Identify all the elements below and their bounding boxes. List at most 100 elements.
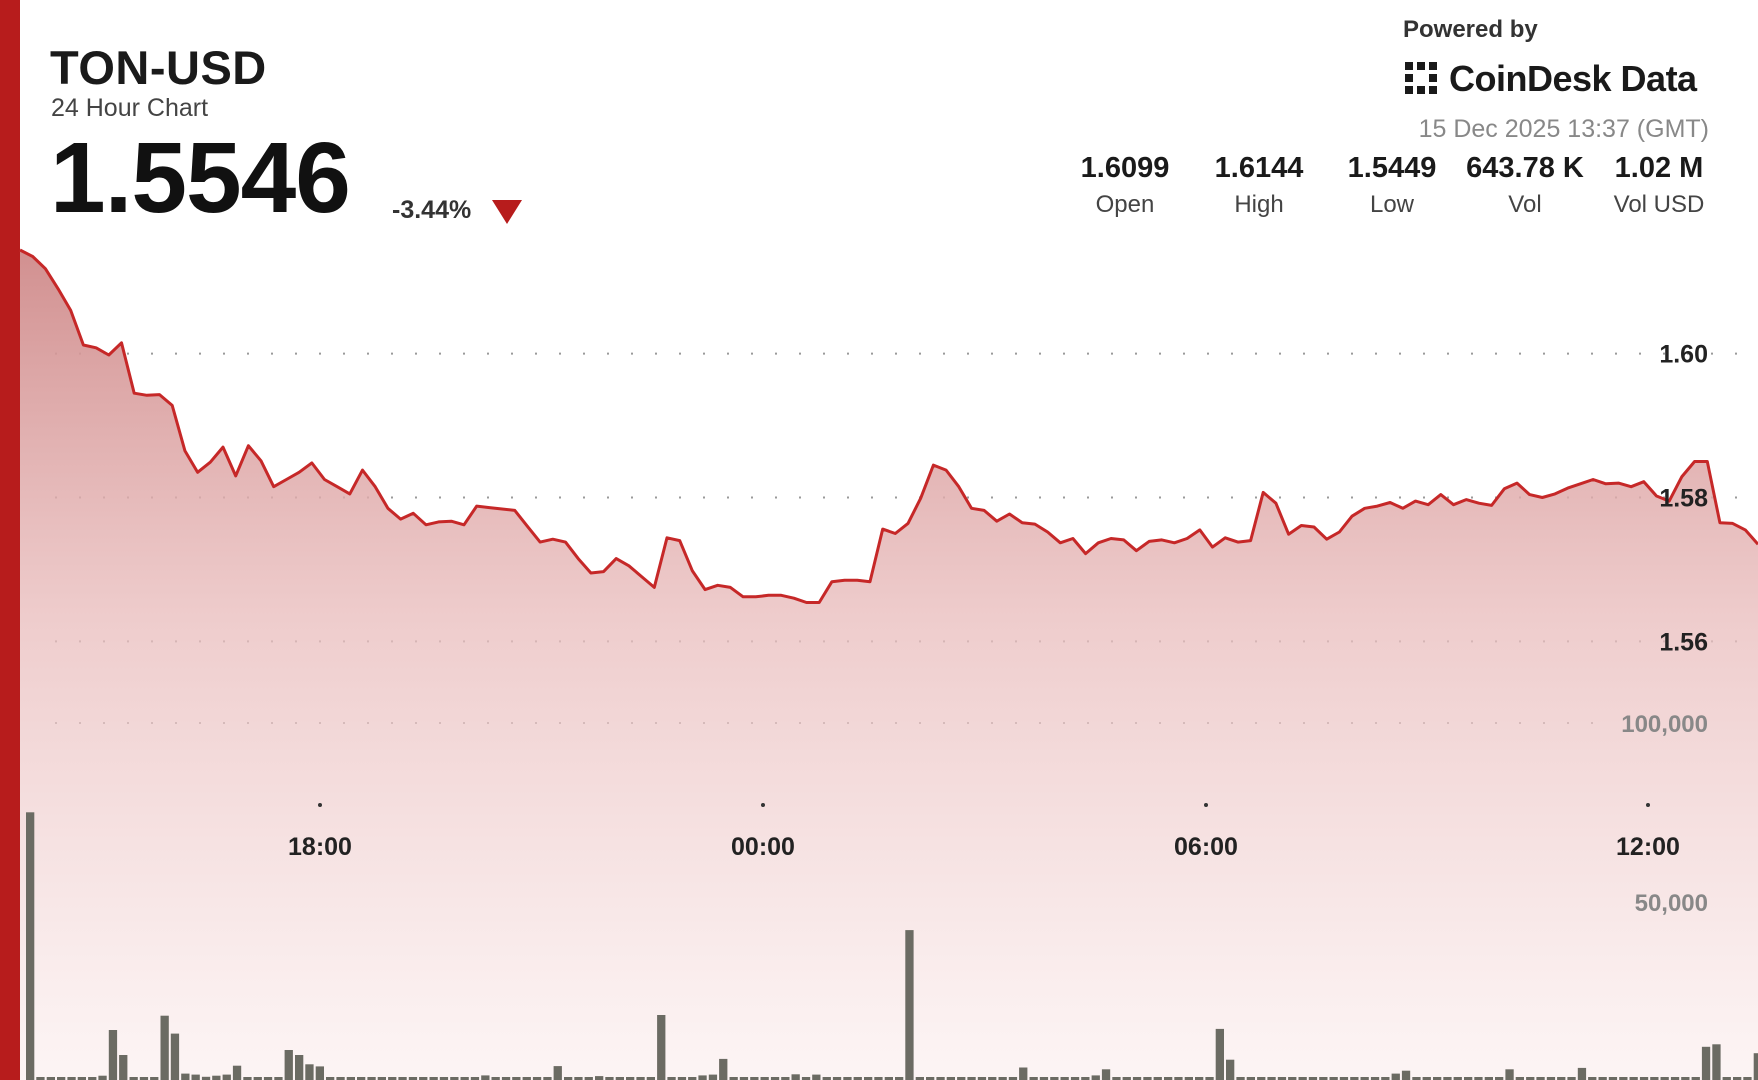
stat-label: Open [1095, 191, 1155, 218]
volume-bar [46, 1077, 55, 1080]
volume-bar [326, 1077, 335, 1080]
volume-bar [1526, 1077, 1535, 1080]
volume-bar [1008, 1077, 1018, 1080]
price-change: -3.44% [392, 196, 472, 224]
volume-bar [936, 1077, 945, 1080]
volume-bar [667, 1077, 676, 1080]
volume-bar [864, 1077, 873, 1080]
volume-bar [160, 1015, 169, 1080]
coindesk-logo-icon [1405, 62, 1437, 94]
stat-label: Low [1369, 191, 1415, 218]
y-tick-label: 1.58 [1659, 484, 1708, 512]
volume-bar [253, 1077, 262, 1080]
volume-bar [1474, 1077, 1483, 1080]
volume-bar [1546, 1077, 1556, 1080]
volume-bar [398, 1077, 407, 1080]
volume-bar [926, 1077, 935, 1080]
volume-bar [1391, 1073, 1400, 1080]
volume-bar [1453, 1077, 1462, 1080]
volume-bar [946, 1077, 955, 1080]
chart-subtitle: 24 Hour Chart [51, 94, 209, 122]
volume-bar [1536, 1077, 1545, 1080]
volume-bar [915, 1077, 924, 1080]
volume-bar [1743, 1077, 1752, 1080]
volume-bar [77, 1077, 86, 1080]
volume-bar [1257, 1077, 1266, 1080]
volume-bar [698, 1075, 707, 1080]
price-area [20, 250, 1758, 1080]
x-tick-label: 00:00 [731, 833, 795, 861]
volume-bar [408, 1077, 418, 1080]
volume-bar [1091, 1075, 1100, 1080]
volume-bar [967, 1077, 976, 1080]
volume-bar [708, 1074, 718, 1080]
stat-value: 1.6144 [1214, 152, 1304, 184]
volume-bar [1650, 1077, 1659, 1080]
volume-bar [1577, 1067, 1587, 1080]
timestamp: 15 Dec 2025 13:37 (GMT) [1418, 115, 1709, 143]
volume-bar [439, 1077, 449, 1080]
volume-bar [512, 1077, 521, 1080]
triangle-down-icon [492, 200, 522, 224]
current-price: 1.5546 [50, 122, 351, 234]
volume-bar [574, 1077, 583, 1080]
volume-bar [719, 1058, 728, 1080]
volume-bar [1567, 1077, 1576, 1080]
volume-bar [843, 1077, 852, 1080]
volume-bar [377, 1077, 386, 1080]
volume-bar [1370, 1077, 1380, 1080]
volume-bar [1660, 1077, 1669, 1080]
volume-bar [315, 1066, 324, 1080]
volume-bar [119, 1055, 128, 1080]
volume-bar [1701, 1046, 1711, 1080]
volume-bar [1681, 1077, 1690, 1080]
volume-bar [770, 1077, 780, 1080]
volume-bar [832, 1077, 842, 1080]
axis-ticks: 1.60 1.58 1.56 18:00 00:00 06:00 12:00 100,000 5… [288, 341, 1708, 917]
volume-bar [1629, 1077, 1638, 1080]
volume-bar [1691, 1077, 1700, 1080]
volume-bar [1639, 1077, 1649, 1080]
volume-bar [884, 1077, 893, 1080]
brand-name: CoinDesk Data [1449, 58, 1697, 99]
volume-bar [1039, 1077, 1049, 1080]
price-series-line [19, 248, 1758, 604]
volume-bar [1143, 1077, 1152, 1080]
volume-bar [491, 1077, 500, 1080]
volume-bar [295, 1055, 304, 1080]
stat-label: Vol USD [1613, 191, 1705, 218]
volume-bar [1412, 1077, 1421, 1080]
volume-bar [243, 1077, 252, 1080]
volume-bar [760, 1077, 769, 1080]
volume-bar [150, 1077, 159, 1080]
volume-bar [988, 1077, 997, 1080]
volume-bar [1019, 1067, 1028, 1080]
volume-bar [1484, 1077, 1493, 1080]
volume-bar [688, 1077, 697, 1080]
volume-bar [1050, 1077, 1059, 1080]
volume-bar [1132, 1077, 1142, 1080]
volume-bar [201, 1076, 211, 1080]
volume-bar [1205, 1077, 1214, 1080]
volume-bar [1184, 1077, 1193, 1080]
volume-bar [646, 1077, 655, 1080]
volume-bar [212, 1075, 221, 1080]
volume-bar [139, 1077, 149, 1080]
volume-bar [1277, 1077, 1287, 1080]
stat-label: High [1234, 191, 1284, 218]
volume-bar [1288, 1077, 1297, 1080]
volume-bar [1619, 1077, 1628, 1080]
volume-bar [781, 1077, 790, 1080]
volume-bar [1670, 1077, 1680, 1080]
x-tick-mark [1204, 803, 1208, 807]
volume-bar [1122, 1077, 1131, 1080]
volume-bar [1515, 1077, 1524, 1080]
x-tick-mark [318, 803, 322, 807]
volume-bar [1557, 1077, 1566, 1080]
volume-bar [801, 1077, 811, 1080]
volume-bar [1339, 1077, 1349, 1080]
volume-bar [605, 1077, 614, 1080]
volume-bar [1588, 1077, 1597, 1080]
volume-bar [357, 1077, 366, 1080]
